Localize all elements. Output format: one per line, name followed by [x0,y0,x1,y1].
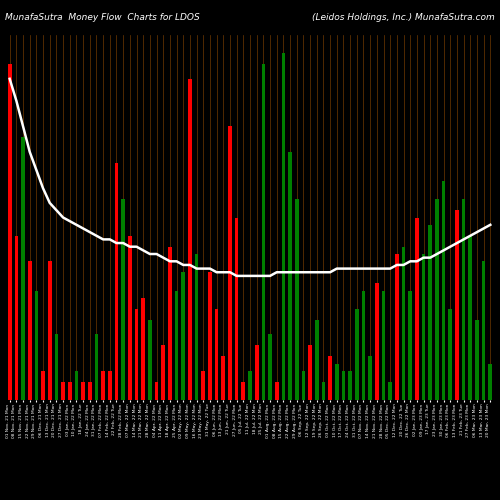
Bar [108,371,112,400]
Bar [222,356,225,400]
Bar [8,64,12,400]
Bar [182,272,185,400]
Bar [342,371,345,400]
Bar [248,371,252,400]
Bar [268,334,272,400]
Bar [442,181,446,400]
Bar [68,382,71,400]
Bar [41,371,45,400]
Bar [488,364,492,400]
Bar [102,371,105,400]
Bar [74,371,78,400]
Bar [375,283,378,400]
Bar [482,262,486,400]
Bar [61,382,65,400]
Text: MunafaSutra  Money Flow  Charts for LDOS: MunafaSutra Money Flow Charts for LDOS [5,12,200,22]
Bar [295,199,298,400]
Bar [21,137,25,400]
Bar [188,79,192,400]
Bar [122,199,125,400]
Bar [288,152,292,400]
Bar [28,262,32,400]
Bar [162,345,165,400]
Bar [262,64,265,400]
Bar [328,356,332,400]
Bar [228,126,232,400]
Bar [14,236,18,400]
Bar [275,382,278,400]
Bar [54,334,58,400]
Bar [455,210,459,400]
Text: (Leidos Holdings, Inc.) MunafaSutra.com: (Leidos Holdings, Inc.) MunafaSutra.com [312,12,495,22]
Bar [34,290,38,400]
Bar [348,371,352,400]
Bar [355,308,358,400]
Bar [368,356,372,400]
Bar [242,382,245,400]
Bar [415,218,418,400]
Bar [468,236,472,400]
Bar [235,218,238,400]
Bar [174,290,178,400]
Bar [142,298,145,400]
Bar [475,320,479,400]
Bar [148,320,152,400]
Bar [435,199,439,400]
Bar [308,345,312,400]
Bar [302,371,305,400]
Bar [134,308,138,400]
Bar [462,199,466,400]
Bar [382,290,386,400]
Bar [114,163,118,400]
Bar [322,382,326,400]
Bar [88,382,92,400]
Bar [94,334,98,400]
Bar [48,262,51,400]
Bar [202,371,205,400]
Bar [402,246,406,400]
Bar [335,364,338,400]
Bar [395,254,398,400]
Bar [215,308,218,400]
Bar [408,290,412,400]
Bar [428,225,432,400]
Bar [362,290,366,400]
Bar [128,236,132,400]
Bar [255,345,258,400]
Bar [168,246,172,400]
Bar [154,382,158,400]
Bar [82,382,85,400]
Bar [422,254,426,400]
Bar [388,382,392,400]
Bar [448,308,452,400]
Bar [208,272,212,400]
Bar [315,320,318,400]
Bar [282,53,285,400]
Bar [195,254,198,400]
